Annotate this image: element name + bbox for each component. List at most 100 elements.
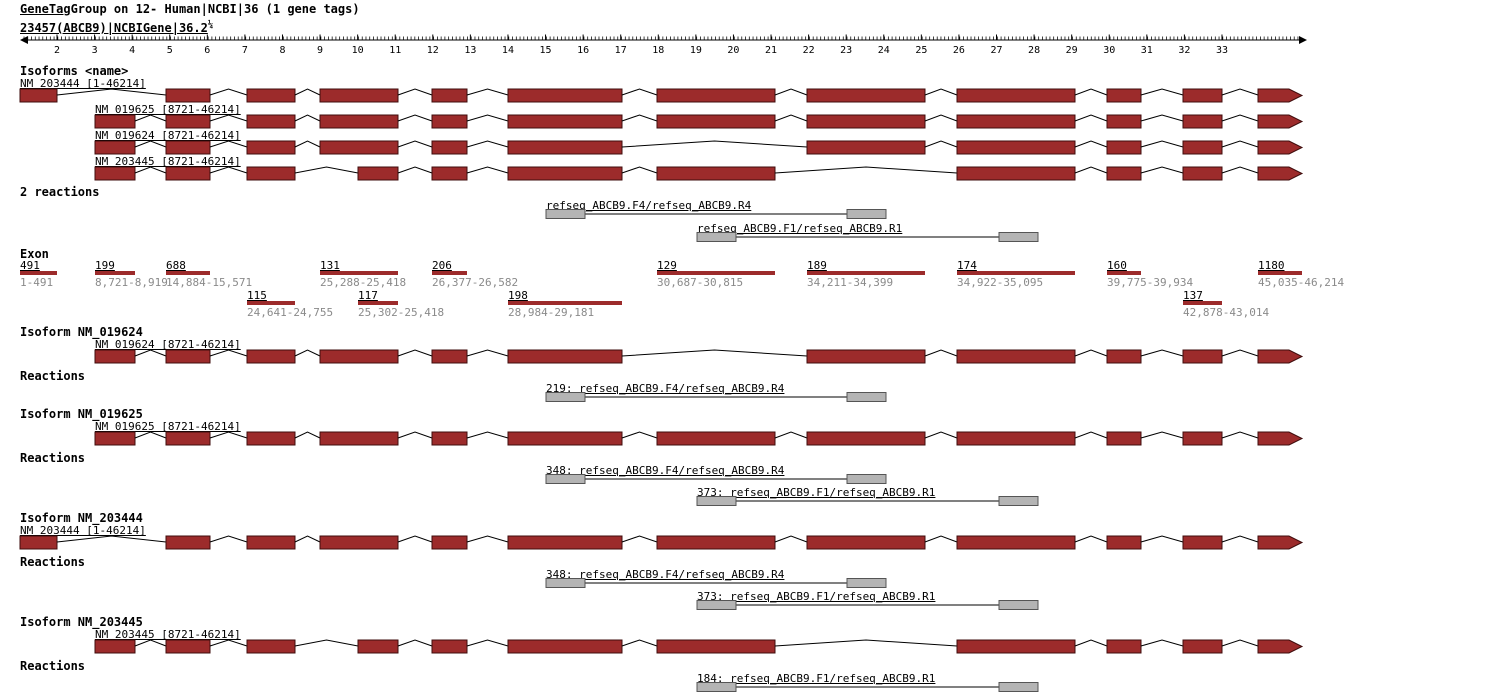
NM_019624-exon-199[interactable] [94, 140, 136, 155]
NM_019625-terminal-exon-arrow[interactable] [1257, 431, 1304, 446]
reaction-reverse-primer[interactable] [846, 209, 887, 219]
NM_203444-terminal-exon-arrow[interactable] [1257, 88, 1304, 103]
reaction-NM_019624-forward-primer[interactable] [545, 392, 586, 402]
NM_019625-exon-129[interactable] [656, 431, 776, 446]
isoform-label-NM_019625[interactable]: NM_019625 [8721-46214] [95, 420, 241, 433]
NM_019624-exon-189[interactable] [806, 349, 926, 364]
NM_019625-terminal-exon-arrow[interactable] [1257, 114, 1304, 129]
isoform-label-NM_203445[interactable]: NM_203445 [8721-46214] [95, 628, 241, 641]
NM_203445-terminal-exon-arrow[interactable] [1257, 639, 1304, 654]
reaction-NM_203444-reverse-primer[interactable] [846, 578, 887, 588]
exon-size-link-129[interactable]: 129 [657, 259, 677, 272]
NM_203445-exon-199[interactable] [94, 639, 136, 654]
NM_203445-exon-137[interactable] [1182, 639, 1223, 654]
NM_203444-exon-160[interactable] [1106, 535, 1142, 550]
NM_203445-exon-688[interactable] [165, 166, 211, 181]
NM_203445-terminal-exon-arrow[interactable] [1257, 166, 1304, 181]
NM_019625-exon-206[interactable] [431, 114, 468, 129]
NM_019625-exon-131[interactable] [319, 114, 399, 129]
reaction-NM_203444-reverse-primer[interactable] [998, 600, 1039, 610]
isoform-label-NM_203444[interactable]: NM_203444 [1-46214] [20, 77, 146, 90]
exon-size-link-117[interactable]: 117 [358, 289, 378, 302]
NM_019625-exon-206[interactable] [431, 431, 468, 446]
exon-size-link-199[interactable]: 199 [95, 259, 115, 272]
NM_203445-exon-198[interactable] [507, 166, 623, 181]
reaction-NM_019624-reverse-primer[interactable] [846, 392, 887, 402]
NM_019624-exon-174[interactable] [956, 349, 1076, 364]
NM_019625-exon-137[interactable] [1182, 114, 1223, 129]
NM_203444-exon-129[interactable] [656, 88, 776, 103]
NM_203444-exon-131[interactable] [319, 535, 399, 550]
NM_019625-exon-131[interactable] [319, 431, 399, 446]
NM_203444-exon-174[interactable] [956, 535, 1076, 550]
NM_203445-exon-117[interactable] [357, 639, 399, 654]
NM_019625-exon-199[interactable] [94, 431, 136, 446]
NM_019624-exon-115[interactable] [246, 349, 296, 364]
reaction-NM_019625-reverse-primer[interactable] [998, 496, 1039, 506]
NM_019625-exon-137[interactable] [1182, 431, 1223, 446]
NM_019625-exon-160[interactable] [1106, 431, 1142, 446]
NM_019624-exon-688[interactable] [165, 140, 211, 155]
exon-size-link-189[interactable]: 189 [807, 259, 827, 272]
reaction-label-NM_203445-f1r1[interactable]: 184: refseq_ABCB9.F1/refseq_ABCB9.R1 [697, 672, 936, 685]
NM_203445-exon-174[interactable] [956, 639, 1076, 654]
NM_019624-exon-206[interactable] [431, 349, 468, 364]
NM_203445-exon-199[interactable] [94, 166, 136, 181]
NM_019624-exon-199[interactable] [94, 349, 136, 364]
NM_203445-exon-129[interactable] [656, 166, 776, 181]
NM_203445-exon-115[interactable] [246, 166, 296, 181]
NM_203444-exon-174[interactable] [956, 88, 1076, 103]
reaction-forward-primer[interactable] [696, 232, 737, 242]
NM_203444-exon-491[interactable] [19, 535, 58, 550]
NM_203444-exon-137[interactable] [1182, 88, 1223, 103]
NM_019624-exon-160[interactable] [1106, 349, 1142, 364]
isoform-label-NM_019624[interactable]: NM_019624 [8721-46214] [95, 338, 241, 351]
isoform-label-NM_203445[interactable]: NM_203445 [8721-46214] [95, 155, 241, 168]
reaction-forward-primer[interactable] [545, 209, 586, 219]
NM_019624-exon-131[interactable] [319, 349, 399, 364]
NM_203444-exon-160[interactable] [1106, 88, 1142, 103]
reaction-NM_019625-forward-primer[interactable] [696, 496, 737, 506]
reaction-label-NM_019625-f1r1[interactable]: 373: refseq_ABCB9.F1/refseq_ABCB9.R1 [697, 486, 936, 499]
reaction-label-NM_203444-f4r4[interactable]: 348: refseq_ABCB9.F4/refseq_ABCB9.R4 [546, 568, 785, 581]
isoform-label-NM_203444[interactable]: NM_203444 [1-46214] [20, 524, 146, 537]
exon-size-link-137[interactable]: 137 [1183, 289, 1203, 302]
exon-size-link-1180[interactable]: 1180 [1258, 259, 1285, 272]
NM_203444-exon-198[interactable] [507, 535, 623, 550]
NM_019624-exon-115[interactable] [246, 140, 296, 155]
reaction-label-NM_203444-f1r1[interactable]: 373: refseq_ABCB9.F1/refseq_ABCB9.R1 [697, 590, 936, 603]
NM_203444-exon-129[interactable] [656, 535, 776, 550]
NM_203444-exon-115[interactable] [246, 88, 296, 103]
NM_019624-exon-688[interactable] [165, 349, 211, 364]
exon-size-link-491[interactable]: 491 [20, 259, 40, 272]
NM_203445-exon-160[interactable] [1106, 639, 1142, 654]
genetag-group-link[interactable]: GeneTag [20, 2, 71, 16]
NM_203445-exon-115[interactable] [246, 639, 296, 654]
NM_203444-exon-137[interactable] [1182, 535, 1223, 550]
NM_203444-exon-131[interactable] [319, 88, 399, 103]
NM_019625-exon-688[interactable] [165, 114, 211, 129]
NM_019624-exon-131[interactable] [319, 140, 399, 155]
exon-size-link-688[interactable]: 688 [166, 259, 186, 272]
NM_203444-exon-198[interactable] [507, 88, 623, 103]
NM_203444-exon-189[interactable] [806, 535, 926, 550]
NM_019624-terminal-exon-arrow[interactable] [1257, 140, 1304, 155]
NM_019625-exon-174[interactable] [956, 114, 1076, 129]
reaction-label-NM_019625-f4r4[interactable]: 348: refseq_ABCB9.F4/refseq_ABCB9.R4 [546, 464, 785, 477]
NM_019624-exon-137[interactable] [1182, 140, 1223, 155]
reaction-NM_203445-forward-primer[interactable] [696, 682, 737, 692]
reaction-NM_203444-forward-primer[interactable] [545, 578, 586, 588]
NM_019625-exon-189[interactable] [806, 431, 926, 446]
reaction-NM_203445-reverse-primer[interactable] [998, 682, 1039, 692]
exon-size-link-174[interactable]: 174 [957, 259, 977, 272]
NM_019625-exon-198[interactable] [507, 431, 623, 446]
NM_203445-exon-117[interactable] [357, 166, 399, 181]
NM_019624-exon-206[interactable] [431, 140, 468, 155]
NM_019624-exon-198[interactable] [507, 140, 623, 155]
NM_203445-exon-160[interactable] [1106, 166, 1142, 181]
exon-size-link-131[interactable]: 131 [320, 259, 340, 272]
NM_203445-exon-129[interactable] [656, 639, 776, 654]
NM_203445-exon-174[interactable] [956, 166, 1076, 181]
reaction-NM_203444-forward-primer[interactable] [696, 600, 737, 610]
NM_019624-exon-198[interactable] [507, 349, 623, 364]
